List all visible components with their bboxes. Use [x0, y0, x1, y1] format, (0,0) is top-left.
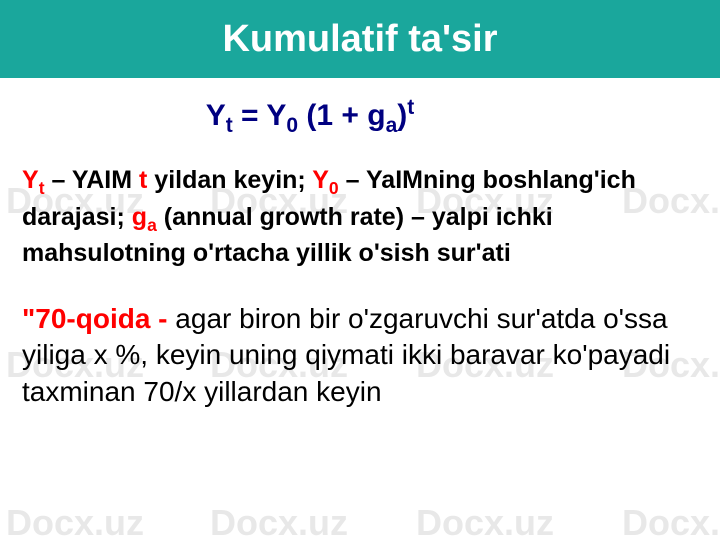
formula-sub-a: a: [386, 114, 398, 137]
def-Yt-symbol: Yt: [22, 166, 45, 194]
def-after-t: yildan keyin;: [147, 166, 312, 194]
formula-close: ): [397, 99, 407, 132]
watermark-text: Docx.uz: [622, 502, 720, 540]
title-banner: Kumulatif ta'sir: [0, 0, 720, 78]
formula-exp-t: t: [407, 96, 414, 119]
formula-sub-t: t: [226, 114, 233, 137]
def-Yt-text: – YAIM: [45, 166, 140, 194]
rule-70-block: "70-qoida - agar biron bir o'zgaruvchi s…: [22, 301, 698, 410]
formula-Y: Y: [206, 99, 226, 132]
def-ga-symbol: ga: [132, 203, 157, 231]
formula-eq: =: [233, 99, 267, 132]
formula: Yt = Y0 (1 + ga)t: [62, 96, 558, 138]
watermark-text: Docx.uz: [6, 502, 144, 540]
formula-Y0: Y: [266, 99, 286, 132]
slide-content: Yt = Y0 (1 + ga)t Yt – YAIM t yildan key…: [0, 78, 720, 410]
formula-paren: (1 + g: [298, 99, 386, 132]
definitions-block: Yt – YAIM t yildan keyin; Y0 – YaIMning …: [22, 164, 698, 271]
watermark-text: Docx.uz: [416, 502, 554, 540]
watermark-text: Docx.uz: [210, 502, 348, 540]
formula-sub-0: 0: [286, 114, 298, 137]
page-title: Kumulatif ta'sir: [222, 18, 497, 61]
def-Y0-symbol: Y0: [312, 166, 338, 194]
rule-70-title: "70-qoida -: [22, 303, 175, 334]
